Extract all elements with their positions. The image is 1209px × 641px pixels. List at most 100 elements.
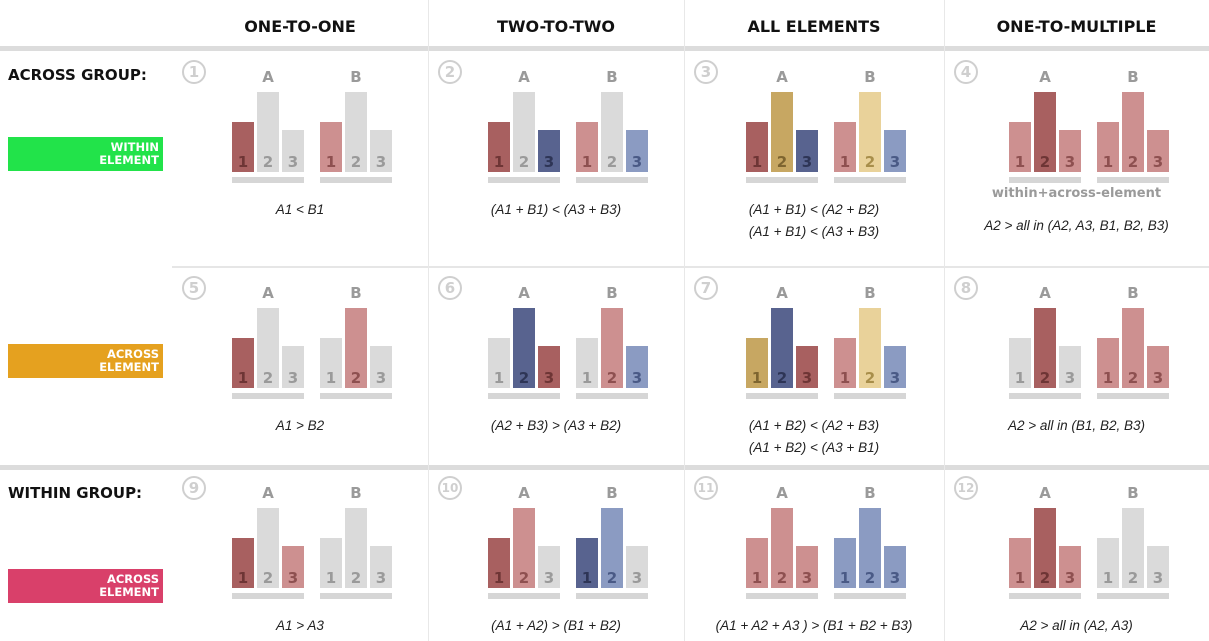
example-formula: A2 > all in (B1, B2, B3) bbox=[1008, 418, 1145, 433]
example-number-badge: 7 bbox=[694, 276, 718, 300]
bar-b2 bbox=[1122, 308, 1144, 388]
bar-b1 bbox=[834, 538, 856, 588]
bar-b3 bbox=[884, 346, 906, 388]
bar-label: 1 bbox=[494, 153, 504, 171]
bar-a1 bbox=[488, 122, 510, 172]
row-label-within-group: WITHIN GROUP: bbox=[8, 484, 143, 502]
bar-label: 1 bbox=[326, 569, 336, 587]
bar-label: 1 bbox=[1015, 153, 1025, 171]
bar-label: 2 bbox=[351, 569, 361, 587]
group-label-a: A bbox=[1039, 284, 1051, 302]
example-cell-11: 11 A 1 2 3 B 1 2 3 (A1 + A2 + A3 ) > (B1 + B2 + B… bbox=[684, 470, 944, 641]
bar-a1 bbox=[488, 538, 510, 588]
bar-label: 2 bbox=[519, 569, 529, 587]
bar-label: 2 bbox=[1040, 569, 1050, 587]
group-label-a: A bbox=[776, 68, 788, 86]
example-formula: (A1 + B1) < (A3 + B3) bbox=[748, 224, 880, 239]
bar-label: 2 bbox=[777, 369, 787, 387]
example-formula: (A1 + B2) < (A3 + B1) bbox=[748, 440, 880, 455]
bar-label: 1 bbox=[238, 369, 248, 387]
column-header-all-elements: ALL ELEMENTS bbox=[747, 17, 881, 36]
group-label-b: B bbox=[606, 484, 617, 502]
bar-label: 3 bbox=[890, 153, 900, 171]
example-cell-3: 3 A 1 2 3 B 1 2 3 (A1 + B1) < (A2 + B2) (A1 + B1) … bbox=[684, 54, 944, 266]
bar-chart: A1 2 3B1 2 3 bbox=[488, 484, 648, 599]
group-divider bbox=[0, 465, 1209, 470]
tag-across-element: ACROSS ELEMENT bbox=[8, 344, 163, 378]
tag-across-element-within-group: ACROSS ELEMENT bbox=[8, 569, 163, 603]
group-label-b: B bbox=[1127, 68, 1138, 86]
bar-b1 bbox=[320, 538, 342, 588]
bar-label: 1 bbox=[1015, 369, 1025, 387]
header-divider bbox=[0, 46, 1209, 51]
bar-label: 1 bbox=[840, 153, 850, 171]
bar-b1 bbox=[320, 122, 342, 172]
bar-chart: A1 2 3B1 2 3 bbox=[746, 484, 906, 599]
bar-b1 bbox=[576, 338, 598, 388]
bar-label: 3 bbox=[890, 569, 900, 587]
bar-label: 2 bbox=[607, 369, 617, 387]
bar-a2 bbox=[513, 308, 535, 388]
bar-a3 bbox=[796, 130, 818, 172]
example-cell-10: 10 A 1 2 3 B 1 2 3 (A1 + A2) > (B1 + B2) bbox=[428, 470, 684, 641]
bar-b1 bbox=[1097, 122, 1119, 172]
bar-label: 1 bbox=[1103, 369, 1113, 387]
column-divider bbox=[944, 0, 945, 641]
bar-label: 1 bbox=[326, 153, 336, 171]
bar-label: 2 bbox=[865, 569, 875, 587]
bar-a3 bbox=[1059, 346, 1081, 388]
bar-label: 2 bbox=[519, 369, 529, 387]
example-formula: A2 > all in (A2, A3, B1, B2, B3) bbox=[984, 218, 1169, 233]
bar-label: 2 bbox=[607, 569, 617, 587]
bar-a1 bbox=[1009, 338, 1031, 388]
example-number-badge: 4 bbox=[954, 60, 978, 84]
group-baseline bbox=[320, 393, 392, 399]
bar-label: 1 bbox=[326, 369, 336, 387]
example-note: within+across-element bbox=[991, 186, 1162, 201]
example-formula: A1 < B1 bbox=[275, 202, 325, 217]
bar-label: 3 bbox=[288, 369, 298, 387]
bar-label: 1 bbox=[1015, 569, 1025, 587]
bar-b3 bbox=[1147, 546, 1169, 588]
bar-b3 bbox=[626, 346, 648, 388]
bar-a2 bbox=[1034, 508, 1056, 588]
bar-chart: A1 2 3B1 2 3 bbox=[232, 284, 392, 399]
group-label-b: B bbox=[864, 68, 875, 86]
bar-b2 bbox=[859, 508, 881, 588]
group-baseline bbox=[746, 177, 818, 183]
bar-label: 2 bbox=[351, 153, 361, 171]
example-number-badge: 11 bbox=[694, 476, 718, 500]
bar-label: 2 bbox=[1128, 153, 1138, 171]
bar-a2 bbox=[771, 508, 793, 588]
bar-b3 bbox=[884, 130, 906, 172]
example-formula: (A1 + A2) > (B1 + B2) bbox=[491, 618, 621, 633]
bar-a2 bbox=[257, 508, 279, 588]
bar-b2 bbox=[601, 508, 623, 588]
bar-label: 3 bbox=[1153, 153, 1163, 171]
bar-a1 bbox=[1009, 122, 1031, 172]
bar-a2 bbox=[771, 308, 793, 388]
column-divider bbox=[428, 0, 429, 641]
group-baseline bbox=[320, 177, 392, 183]
bar-b2 bbox=[859, 308, 881, 388]
example-number-badge: 2 bbox=[438, 60, 462, 84]
group-label-a: A bbox=[1039, 68, 1051, 86]
bar-b2 bbox=[345, 508, 367, 588]
group-baseline bbox=[1009, 593, 1081, 599]
group-label-a: A bbox=[776, 484, 788, 502]
bar-chart: A1 2 3B1 2 3 bbox=[1009, 284, 1169, 399]
bar-chart: A1 2 3B1 2 3 bbox=[232, 484, 392, 599]
bar-label: 3 bbox=[544, 569, 554, 587]
bar-label: 3 bbox=[544, 153, 554, 171]
bar-label: 3 bbox=[632, 569, 642, 587]
bar-a2 bbox=[257, 308, 279, 388]
group-baseline bbox=[320, 593, 392, 599]
bar-chart: A1 2 3B1 2 3 bbox=[746, 284, 906, 399]
bar-a3 bbox=[796, 346, 818, 388]
bar-b2 bbox=[345, 308, 367, 388]
bar-a3 bbox=[538, 346, 560, 388]
bar-label: 2 bbox=[263, 153, 273, 171]
example-number-badge: 10 bbox=[438, 476, 462, 500]
bar-label: 3 bbox=[1153, 369, 1163, 387]
bar-label: 3 bbox=[632, 153, 642, 171]
